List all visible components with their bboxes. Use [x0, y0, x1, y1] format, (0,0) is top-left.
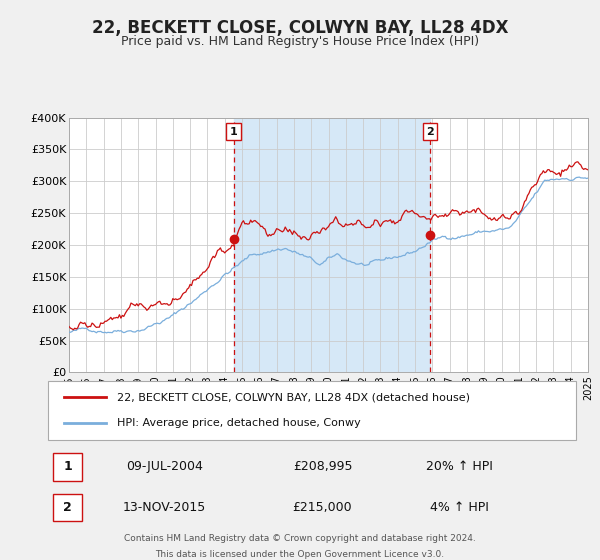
FancyBboxPatch shape [53, 493, 82, 521]
FancyBboxPatch shape [48, 381, 576, 440]
22, BECKETT CLOSE, COLWYN BAY, LL28 4DX (detached house) [391, 221, 398, 227]
Text: 2: 2 [426, 127, 434, 137]
Text: 09-JUL-2004: 09-JUL-2004 [126, 460, 203, 473]
Text: 20% ↑ HPI: 20% ↑ HPI [427, 460, 493, 473]
Text: £215,000: £215,000 [293, 501, 352, 514]
HPI: Average price, detached house, Conwy: (2.01e+03, 1.76e+05): Average price, detached house, Conwy: (2… [380, 256, 387, 263]
Text: 22, BECKETT CLOSE, COLWYN BAY, LL28 4DX (detached house): 22, BECKETT CLOSE, COLWYN BAY, LL28 4DX … [116, 392, 470, 402]
Text: 13-NOV-2015: 13-NOV-2015 [122, 501, 206, 514]
HPI: Average price, detached house, Conwy: (2.02e+03, 2.61e+05): Average price, detached house, Conwy: (2… [523, 203, 530, 210]
22, BECKETT CLOSE, COLWYN BAY, LL28 4DX (detached house) [380, 218, 387, 225]
Line: 22, BECKETT CLOSE, COLWYN BAY, LL28 4DX (detached house): 22, BECKETT CLOSE, COLWYN BAY, LL28 4DX … [69, 162, 588, 330]
HPI: Average price, detached house, Conwy: (2.01e+03, 1.81e+05): Average price, detached house, Conwy: (2… [391, 254, 398, 260]
FancyBboxPatch shape [53, 453, 82, 480]
HPI: Average price, detached house, Conwy: (2.02e+03, 3.05e+05): Average price, detached house, Conwy: (2… [584, 175, 592, 181]
Text: 2: 2 [64, 501, 72, 514]
HPI: Average price, detached house, Conwy: (2.02e+03, 3.07e+05): Average price, detached house, Conwy: (2… [576, 174, 583, 180]
HPI: Average price, detached house, Conwy: (2.01e+03, 1.68e+05): Average price, detached house, Conwy: (2… [362, 262, 370, 268]
Text: This data is licensed under the Open Government Licence v3.0.: This data is licensed under the Open Gov… [155, 550, 445, 559]
22, BECKETT CLOSE, COLWYN BAY, LL28 4DX (detached house) [584, 166, 592, 173]
22, BECKETT CLOSE, COLWYN BAY, LL28 4DX (detached house) [523, 197, 530, 203]
Bar [233, 118, 430, 372]
HPI: Average price, detached house, Conwy: (2e+03, 6.2e+04): Average price, detached house, Conwy: (2… [103, 329, 110, 336]
Text: 1: 1 [230, 127, 238, 137]
Text: 4% ↑ HPI: 4% ↑ HPI [430, 501, 489, 514]
22, BECKETT CLOSE, COLWYN BAY, LL28 4DX (detached house) [574, 158, 581, 165]
Line: HPI: Average price, detached house, Conwy: HPI: Average price, detached house, Conw… [69, 177, 588, 333]
Text: 1: 1 [64, 460, 72, 473]
Text: HPI: Average price, detached house, Conwy: HPI: Average price, detached house, Conw… [116, 418, 361, 428]
HPI: Average price, detached house, Conwy: (2e+03, 8.51e+04): Average price, detached house, Conwy: (2… [163, 315, 170, 321]
HPI: Average price, detached house, Conwy: (2e+03, 6.93e+04): Average price, detached house, Conwy: (2… [80, 325, 87, 332]
HPI: Average price, detached house, Conwy: (2e+03, 6.3e+04): Average price, detached house, Conwy: (2… [65, 329, 73, 335]
22, BECKETT CLOSE, COLWYN BAY, LL28 4DX (detached house) [81, 319, 88, 326]
Text: £208,995: £208,995 [293, 460, 352, 473]
Text: Price paid vs. HM Land Registry's House Price Index (HPI): Price paid vs. HM Land Registry's House … [121, 35, 479, 48]
22, BECKETT CLOSE, COLWYN BAY, LL28 4DX (detached house) [70, 326, 77, 333]
22, BECKETT CLOSE, COLWYN BAY, LL28 4DX (detached house) [362, 225, 370, 231]
Text: Contains HM Land Registry data © Crown copyright and database right 2024.: Contains HM Land Registry data © Crown c… [124, 534, 476, 543]
22, BECKETT CLOSE, COLWYN BAY, LL28 4DX (detached house) [65, 323, 73, 330]
Text: 22, BECKETT CLOSE, COLWYN BAY, LL28 4DX: 22, BECKETT CLOSE, COLWYN BAY, LL28 4DX [92, 19, 508, 37]
22, BECKETT CLOSE, COLWYN BAY, LL28 4DX (detached house) [163, 300, 170, 307]
